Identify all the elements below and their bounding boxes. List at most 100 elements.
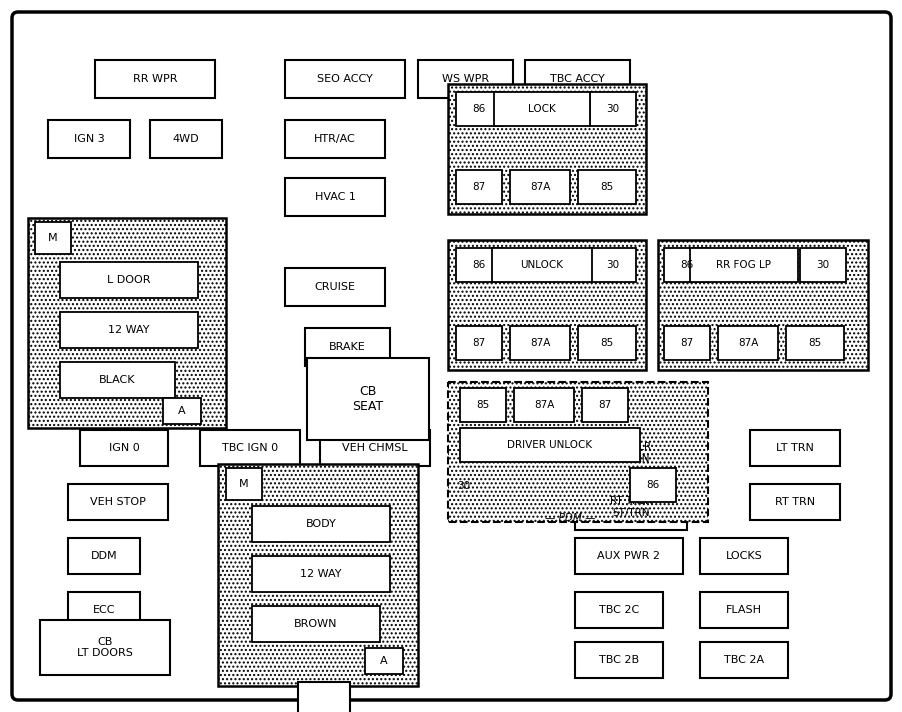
Bar <box>285 120 384 158</box>
Text: VEH CHMSL: VEH CHMSL <box>342 443 408 453</box>
Text: A: A <box>178 406 186 416</box>
Bar <box>150 120 222 158</box>
Text: 87A: 87A <box>529 338 549 348</box>
Text: 12 WAY: 12 WAY <box>108 325 150 335</box>
Bar <box>456 326 502 360</box>
Bar <box>60 262 198 298</box>
Bar <box>418 60 512 98</box>
Bar <box>575 538 682 574</box>
Text: 87: 87 <box>679 338 693 348</box>
Bar <box>68 538 140 574</box>
Text: HTR/AC: HTR/AC <box>314 134 355 144</box>
Bar <box>459 388 505 422</box>
Bar <box>199 430 299 466</box>
Text: 30: 30 <box>457 481 470 491</box>
Bar <box>575 484 686 530</box>
Text: BROWN: BROWN <box>294 619 337 629</box>
Text: 85: 85 <box>600 338 613 348</box>
Bar <box>285 178 384 216</box>
Text: 87: 87 <box>472 338 485 348</box>
Text: BLACK: BLACK <box>99 375 135 385</box>
Text: 86: 86 <box>472 104 485 114</box>
Bar <box>524 60 630 98</box>
Bar <box>447 240 645 370</box>
Text: 30: 30 <box>606 260 619 270</box>
Bar <box>298 682 350 712</box>
Text: TBC 2A: TBC 2A <box>723 655 763 665</box>
Text: 86: 86 <box>646 480 658 490</box>
Text: BODY: BODY <box>305 519 336 529</box>
Bar <box>40 620 170 675</box>
Text: 12 WAY: 12 WAY <box>300 569 341 579</box>
Bar <box>226 468 262 500</box>
Text: — PDM —: — PDM — <box>544 513 594 523</box>
Bar <box>513 388 574 422</box>
Text: LOCK: LOCK <box>528 104 556 114</box>
Bar <box>750 484 839 520</box>
Text: 87: 87 <box>472 182 485 192</box>
Text: 85: 85 <box>807 338 821 348</box>
FancyBboxPatch shape <box>12 12 890 700</box>
Text: 87: 87 <box>598 400 611 410</box>
Bar <box>699 642 787 678</box>
Bar <box>217 464 418 686</box>
Bar <box>663 326 709 360</box>
Text: RR WPR: RR WPR <box>133 74 177 84</box>
Bar <box>28 218 226 428</box>
Text: BRAKE: BRAKE <box>328 342 365 352</box>
Bar <box>492 248 592 282</box>
Text: A: A <box>380 656 387 666</box>
Text: M: M <box>48 233 58 243</box>
Bar <box>577 170 635 204</box>
Text: TBC 2C: TBC 2C <box>598 605 639 615</box>
Bar <box>575 642 662 678</box>
Text: CB
LT DOORS: CB LT DOORS <box>77 637 133 659</box>
Text: LOCKS: LOCKS <box>725 551 761 561</box>
Bar <box>35 222 71 254</box>
Bar <box>717 326 778 360</box>
Bar <box>252 606 380 642</box>
Bar <box>252 556 390 592</box>
Text: 30: 30 <box>606 104 619 114</box>
Bar <box>305 328 390 366</box>
Bar <box>663 248 709 282</box>
Text: IGN 0: IGN 0 <box>108 443 139 453</box>
Bar <box>459 428 640 462</box>
Text: DRIVER UNLOCK: DRIVER UNLOCK <box>507 440 592 450</box>
Text: FLASH: FLASH <box>725 605 761 615</box>
Text: UNLOCK: UNLOCK <box>520 260 563 270</box>
Bar <box>319 430 429 466</box>
Bar <box>285 268 384 306</box>
Bar <box>447 382 707 522</box>
Bar <box>364 648 402 674</box>
Bar <box>699 592 787 628</box>
Text: 87A: 87A <box>737 338 758 348</box>
Bar <box>60 362 175 398</box>
Bar <box>80 430 168 466</box>
Bar <box>68 592 140 628</box>
Text: 85: 85 <box>476 400 489 410</box>
Bar <box>589 92 635 126</box>
Text: DDM: DDM <box>90 551 117 561</box>
Text: WS WPR: WS WPR <box>441 74 489 84</box>
Bar <box>456 92 502 126</box>
Text: CRUISE: CRUISE <box>314 282 355 292</box>
Bar <box>575 592 662 628</box>
Text: VEH STOP: VEH STOP <box>90 497 146 507</box>
Bar <box>799 248 845 282</box>
Text: L DOOR: L DOOR <box>107 275 151 285</box>
Bar <box>252 506 390 542</box>
Text: 4WD: 4WD <box>172 134 199 144</box>
Text: LT TRN: LT TRN <box>775 443 813 453</box>
Text: 30: 30 <box>815 260 829 270</box>
Text: 86: 86 <box>472 260 485 270</box>
Bar <box>447 84 645 214</box>
Bar <box>699 538 787 574</box>
Bar <box>285 60 405 98</box>
Bar <box>582 388 627 422</box>
Text: HVAC 1: HVAC 1 <box>314 192 355 202</box>
Bar <box>750 430 839 466</box>
Text: 86: 86 <box>679 260 693 270</box>
Bar <box>95 60 215 98</box>
Text: M: M <box>239 479 249 489</box>
